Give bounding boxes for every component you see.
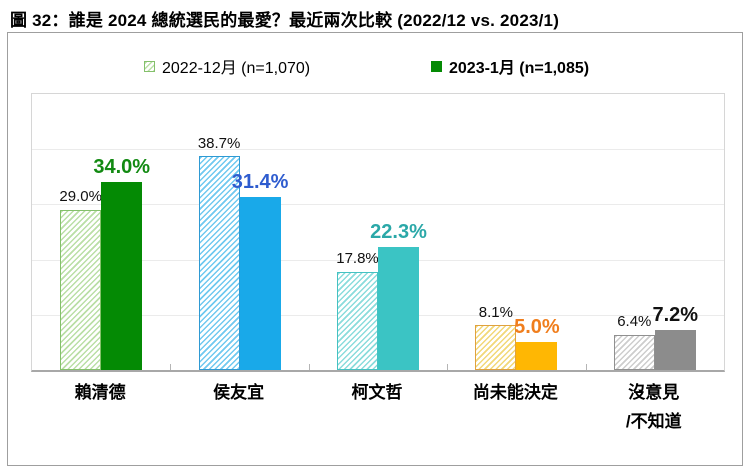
value-label-series1-cat5: 6.4% — [617, 313, 652, 331]
legend-item-2022-12: 2022-12月 (n=1,070) — [144, 55, 310, 77]
bar-series1-cat2 — [198, 156, 240, 370]
legend-swatch-solid-icon — [431, 60, 442, 72]
value-label-series2-cat3: 22.3% — [370, 220, 427, 243]
value-label-series1-cat4: 8.1% — [478, 303, 513, 321]
category-label-5: 沒意見 /不知道 — [625, 383, 682, 431]
legend-item-2023-1: 2023-1月 (n=1,085) — [431, 55, 589, 77]
x-axis-tick — [170, 364, 172, 370]
value-label-series1-cat2: 38.7% — [197, 134, 241, 152]
bar-series2-cat4 — [516, 342, 558, 370]
chart-title: 圖 32：誰是 2024 總統選民的最愛？最近兩次比較 (2022/12 vs.… — [10, 11, 560, 30]
value-label-series2-cat5: 7.2% — [652, 304, 699, 327]
plot-area: 29.0% 34.0% 38.7% 31.4% 17.8% 22.3% 8.1% 5.0% 6.… — [31, 93, 725, 372]
bar-series1-cat4 — [475, 325, 517, 370]
bar-series2-cat5 — [654, 330, 696, 370]
bar-series2-cat3 — [378, 246, 419, 370]
bar-series2-cat2 — [239, 196, 281, 370]
x-axis-tick — [447, 364, 449, 370]
bar-series1-cat5 — [613, 334, 655, 370]
value-label-series1-cat1: 29.0% — [59, 188, 102, 206]
legend-swatch-hatched-icon — [144, 60, 155, 72]
legend-label-2022-12: 2022-12月 (n=1,070) — [162, 60, 311, 77]
category-label-4: 尚未能決定 — [472, 383, 558, 402]
bar-series1-cat3 — [337, 271, 378, 370]
value-label-series2-cat4: 5.0% — [514, 316, 560, 339]
bar-series2-cat1 — [101, 182, 143, 370]
legend-label-2023-1: 2023-1月 (n=1,085) — [449, 60, 590, 77]
bar-series1-cat1 — [60, 209, 102, 370]
x-axis-tick — [308, 364, 310, 370]
category-label-1: 賴清德 — [74, 383, 126, 402]
value-label-series2-cat1: 34.0% — [93, 156, 151, 179]
value-label-series1-cat3: 17.8% — [336, 250, 379, 268]
category-label-3: 柯文哲 — [351, 383, 403, 402]
value-label-series2-cat2: 31.4% — [231, 170, 289, 193]
chart-box: 2022-12月 (n=1,070) 2023-1月 (n=1,085) 29.… — [7, 32, 743, 466]
gridline — [32, 149, 724, 151]
x-axis-tick — [585, 364, 587, 370]
category-label-2: 侯友宜 — [213, 383, 265, 402]
gridline — [32, 204, 724, 206]
